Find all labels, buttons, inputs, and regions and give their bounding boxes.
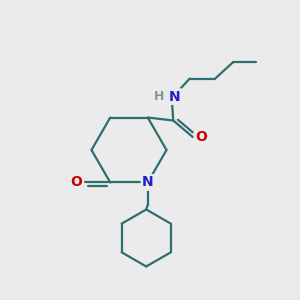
Text: O: O bbox=[70, 176, 82, 190]
Text: O: O bbox=[195, 130, 207, 144]
Text: N: N bbox=[169, 89, 181, 103]
Text: H: H bbox=[154, 90, 164, 103]
Text: N: N bbox=[142, 176, 154, 190]
